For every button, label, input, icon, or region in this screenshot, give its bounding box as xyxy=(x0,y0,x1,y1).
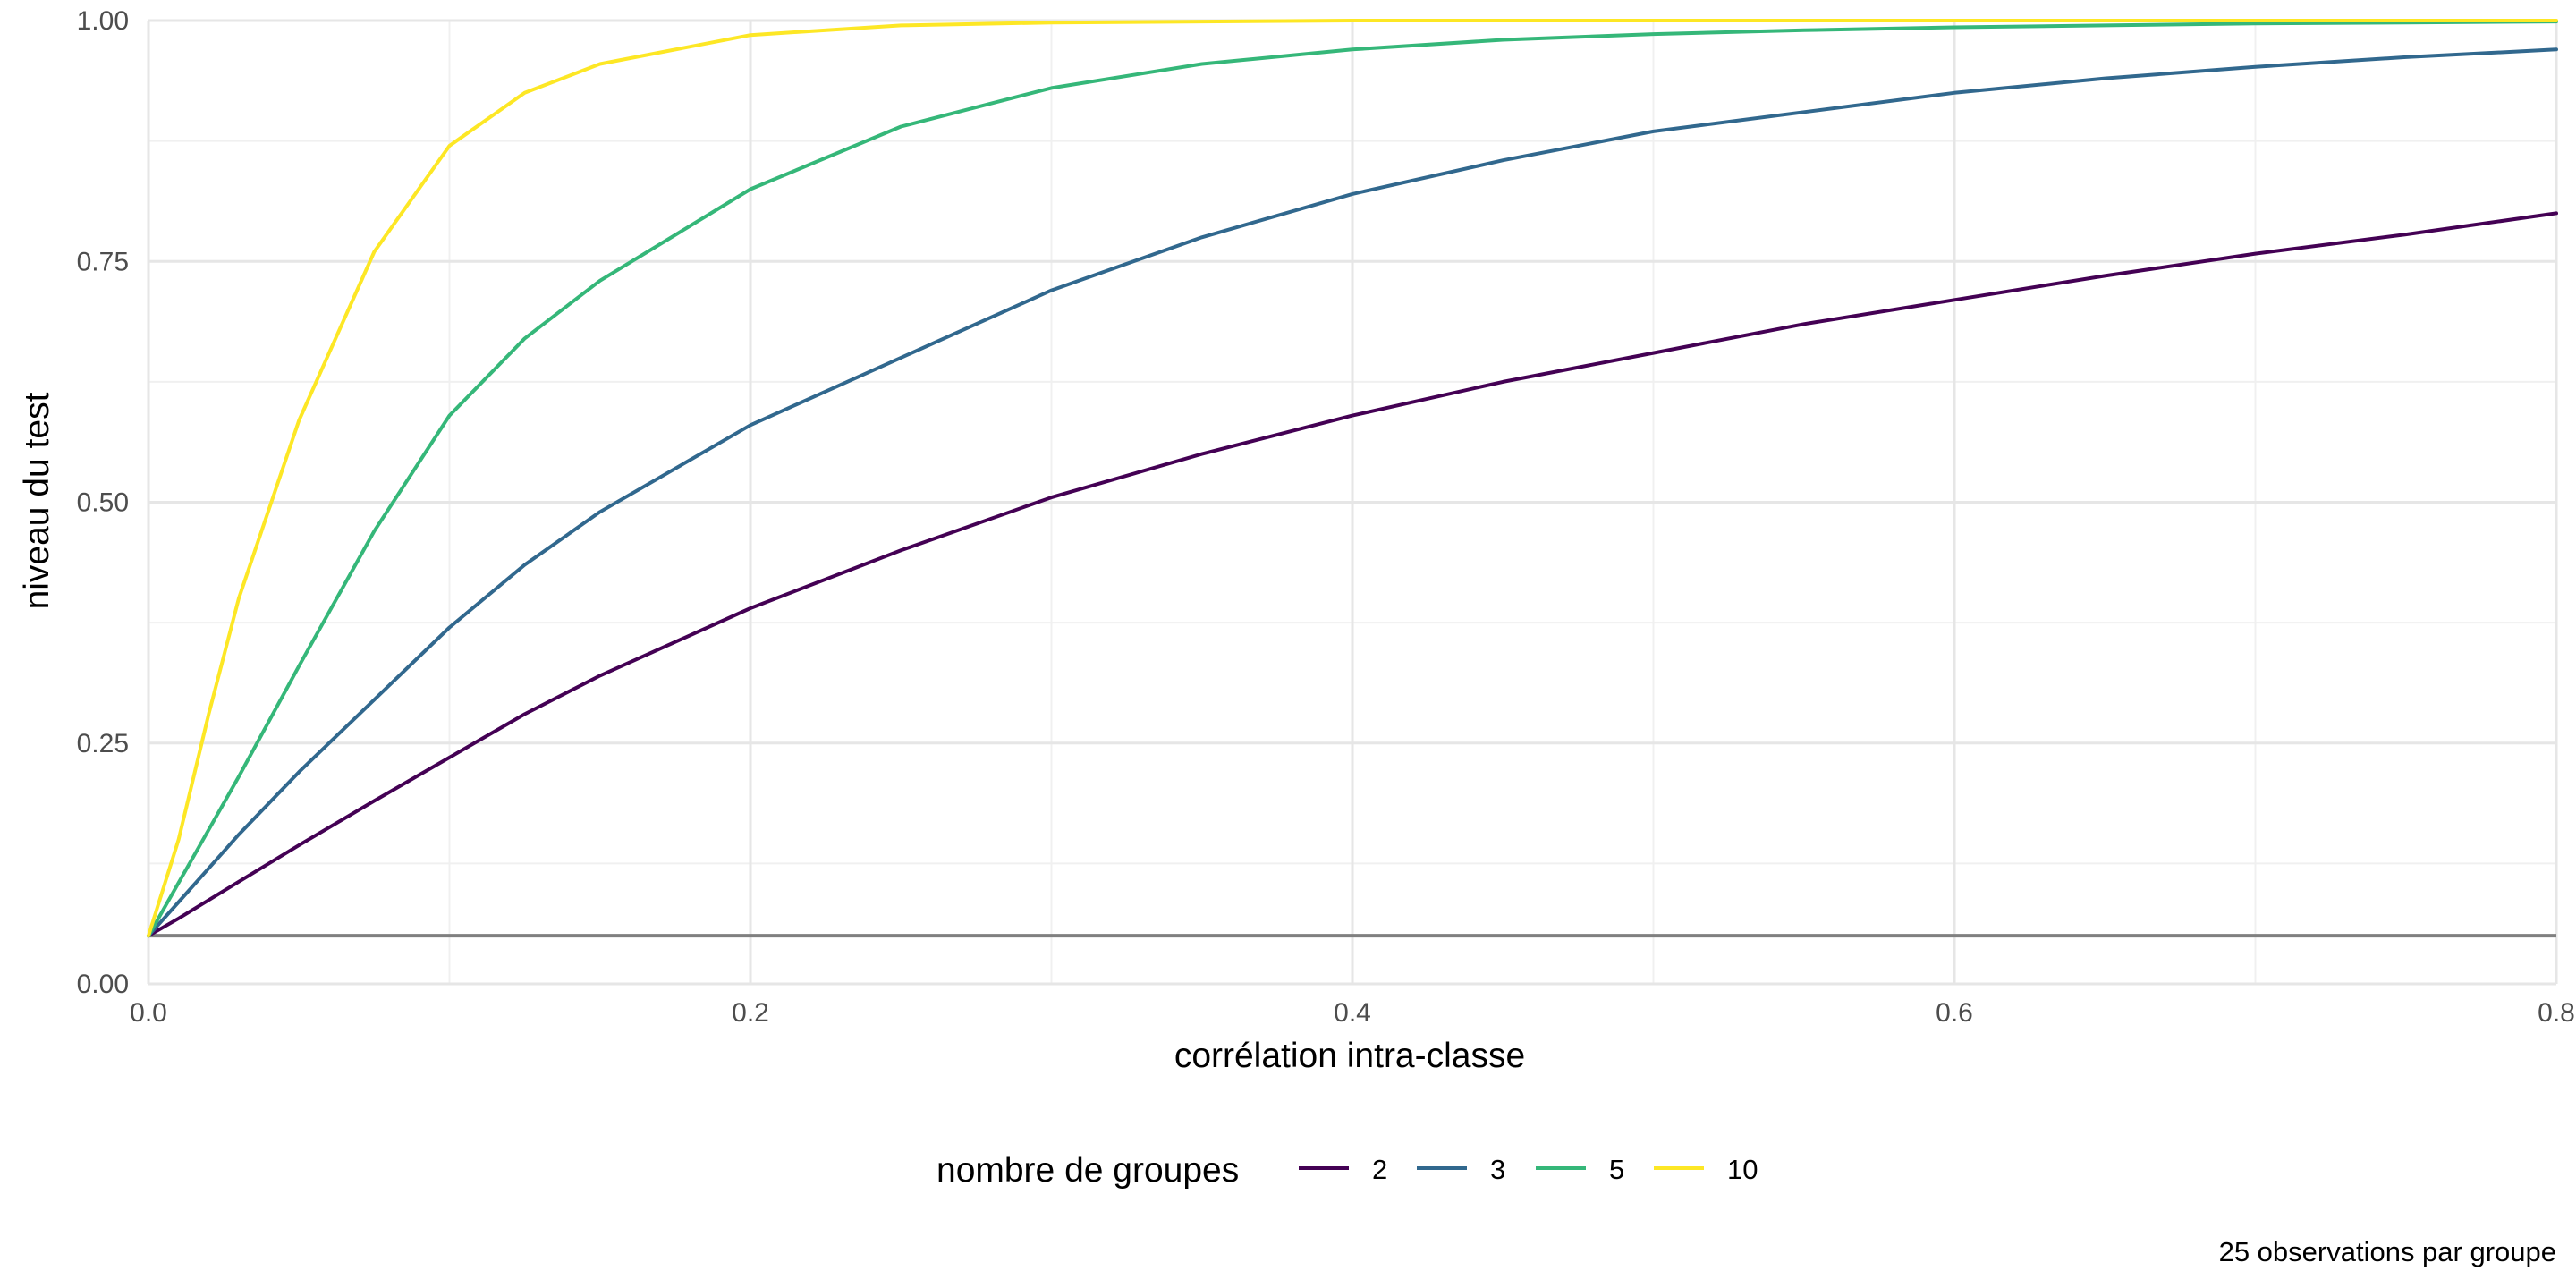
x-tick-label: 0.2 xyxy=(732,998,769,1028)
x-tick-labels: 0.0 0.2 0.4 0.6 0.8 xyxy=(130,998,2575,1028)
series-line-10 xyxy=(147,19,2558,938)
legend-label-10: 10 xyxy=(1727,1154,1758,1185)
x-axis-title: corrélation intra-classe xyxy=(1174,1037,1525,1075)
series-line-2 xyxy=(147,211,2558,938)
legend-title: nombre de groupes xyxy=(936,1151,1239,1190)
x-tick-label: 0.6 xyxy=(1936,998,1973,1028)
x-tick-label: 0.0 xyxy=(130,998,167,1028)
y-tick-label: 0.25 xyxy=(77,729,129,758)
y-axis-title: niveau du test xyxy=(18,392,56,609)
x-tick-label: 0.4 xyxy=(1334,998,1371,1028)
caption: 25 observations par groupe xyxy=(2219,1236,2556,1267)
series-lines xyxy=(147,19,2558,938)
series-line-5 xyxy=(147,20,2558,938)
y-tick-labels: 0.00 0.25 0.50 0.75 1.00 xyxy=(77,6,129,999)
legend-label-2: 2 xyxy=(1372,1154,1387,1185)
legend-label-3: 3 xyxy=(1490,1154,1505,1185)
legend: nombre de groupes 2 3 5 10 xyxy=(936,1151,1758,1190)
y-tick-label: 0.75 xyxy=(77,247,129,276)
legend-items: 2 3 5 10 xyxy=(1299,1154,1758,1185)
x-tick-label: 0.8 xyxy=(2538,998,2575,1028)
y-tick-label: 0.50 xyxy=(77,488,129,518)
series-line-3 xyxy=(147,47,2558,938)
y-tick-label: 1.00 xyxy=(77,6,129,36)
legend-label-5: 5 xyxy=(1609,1154,1624,1185)
y-tick-label: 0.00 xyxy=(77,970,129,999)
